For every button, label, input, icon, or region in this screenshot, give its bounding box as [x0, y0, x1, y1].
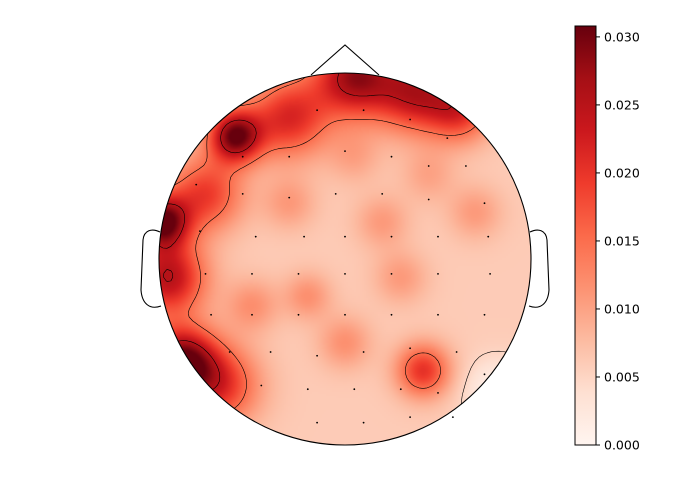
sensor-marker [251, 313, 253, 316]
right-ear-outline [528, 229, 550, 308]
colorbar-tick-label: 0.015 [604, 233, 640, 248]
sensor-marker [483, 202, 486, 205]
sensor-marker [451, 416, 454, 418]
sensor-marker [288, 155, 291, 158]
sensor-marker [483, 373, 486, 376]
sensor-marker [210, 313, 212, 316]
sensor-marker [446, 137, 449, 140]
colorbar-fill [575, 26, 596, 445]
sensor-marker [297, 272, 300, 275]
sensor-marker [409, 118, 411, 121]
sensor-marker [362, 421, 365, 424]
sensor-marker [241, 155, 244, 158]
sensor-marker [195, 183, 198, 186]
colorbar-tick-label: 0.030 [604, 29, 640, 44]
sensor-marker [427, 165, 430, 167]
sensor-marker [489, 272, 491, 275]
sensor-marker [316, 354, 318, 357]
colorbar-tick-label: 0.005 [604, 369, 640, 384]
sensor-marker [409, 347, 411, 350]
sensor-marker [260, 384, 263, 387]
sensor-marker [297, 313, 300, 316]
sensor-marker [316, 109, 318, 112]
sensor-marker [487, 235, 490, 238]
sensor-marker [254, 235, 257, 238]
colorbar: 0.000 0.005 0.010 0.015 0.020 0.025 0.030 [574, 25, 640, 453]
nose-outline [310, 44, 380, 76]
sensor-marker [204, 272, 207, 275]
topomap-heat-image [159, 73, 531, 445]
sensor-marker [399, 388, 402, 391]
sensor-marker [390, 313, 393, 316]
head-circle [158, 72, 532, 446]
sensor-marker [353, 388, 356, 391]
sensor-marker [303, 235, 305, 238]
sensor-marker [409, 416, 411, 418]
colorbar-tick-label: 0.020 [604, 165, 640, 180]
sensor-marker [437, 313, 439, 316]
sensor-marker [427, 198, 430, 201]
sensor-marker [251, 272, 253, 275]
colorbar-frame [574, 25, 597, 446]
sensor-marker [437, 235, 439, 238]
left-ear-outline [140, 229, 162, 308]
sensor-marker [228, 351, 231, 353]
sensor-marker [269, 351, 272, 353]
sensor-marker [241, 193, 244, 195]
topomap-surface [159, 73, 531, 445]
sensor-marker [437, 272, 439, 275]
head-outline [140, 44, 550, 446]
sensor-marker [306, 388, 309, 391]
sensor-marker [344, 313, 346, 316]
sensor-marker [344, 150, 346, 153]
sensor-marker [344, 272, 346, 275]
sensor-marker [465, 165, 467, 167]
sensor-marker [316, 421, 318, 424]
sensor-marker [437, 392, 439, 394]
sensor-marker [390, 155, 393, 158]
sensor-marker [455, 351, 458, 353]
sensor-markers [195, 109, 491, 424]
sensor-marker [390, 235, 393, 238]
colorbar-ticks: 0.000 0.005 0.010 0.015 0.020 0.025 0.030 [596, 29, 640, 453]
colorbar-tick-label: 0.025 [604, 97, 640, 112]
sensor-marker [362, 351, 365, 353]
sensor-marker [390, 272, 393, 275]
sensor-marker [483, 313, 486, 316]
colorbar-tick-label: 0.010 [604, 301, 640, 316]
sensor-marker [344, 235, 346, 238]
sensor-marker [199, 230, 201, 233]
colorbar-tick-label: 0.000 [604, 438, 640, 453]
sensor-marker [334, 193, 337, 195]
sensor-marker [381, 193, 384, 195]
sensor-marker [288, 196, 291, 199]
sensor-marker [362, 109, 365, 112]
